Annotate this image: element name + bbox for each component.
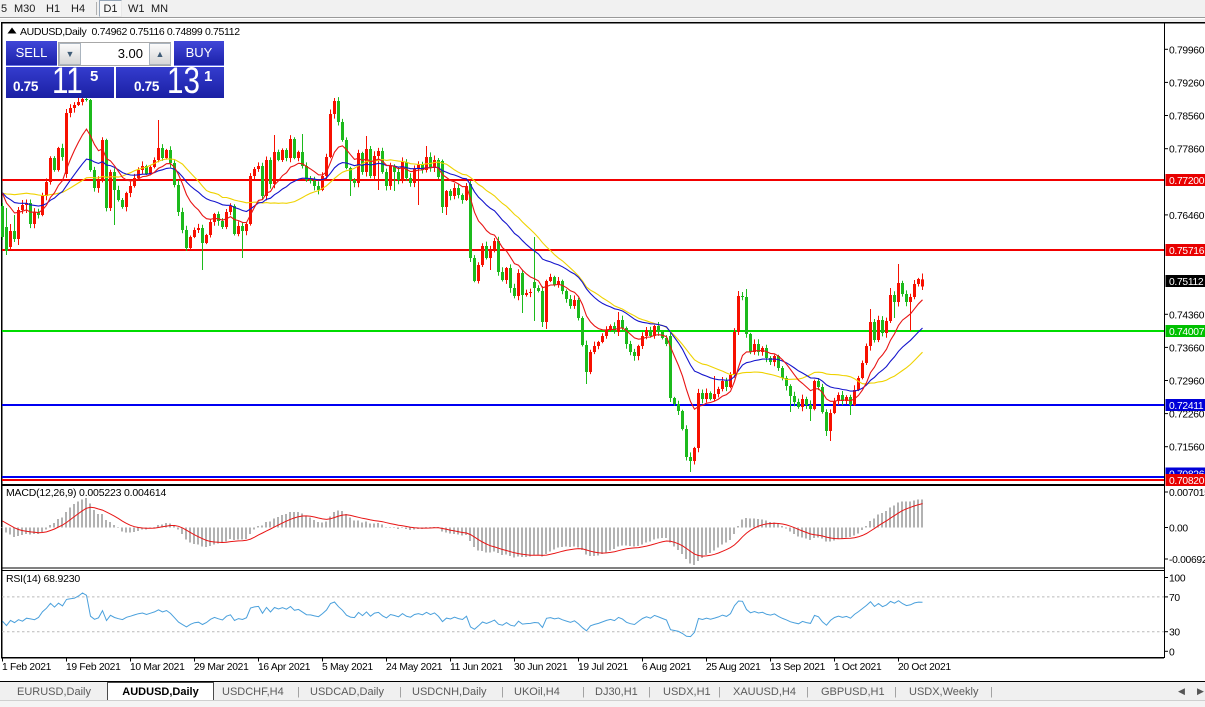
svg-text:0.74360: 0.74360 xyxy=(1169,310,1205,321)
svg-text:0.007015: 0.007015 xyxy=(1169,488,1205,499)
svg-text:0.79960: 0.79960 xyxy=(1169,45,1205,56)
svg-text:16 Apr 2021: 16 Apr 2021 xyxy=(258,662,311,673)
svg-text:0.75716: 0.75716 xyxy=(1169,246,1205,257)
svg-text:0.75112: 0.75112 xyxy=(1169,277,1204,288)
svg-text:MACD(12,26,9) 0.005223 0.00461: MACD(12,26,9) 0.005223 0.004614 xyxy=(6,487,167,499)
svg-text:0.70820: 0.70820 xyxy=(1169,476,1205,487)
svg-text:-0.00692: -0.00692 xyxy=(1169,555,1205,566)
svg-text:0.79260: 0.79260 xyxy=(1169,78,1205,89)
svg-text:1 Oct 2021: 1 Oct 2021 xyxy=(834,662,882,673)
svg-text:20 Oct 2021: 20 Oct 2021 xyxy=(898,662,951,673)
svg-text:25 Aug 2021: 25 Aug 2021 xyxy=(706,662,761,673)
svg-text:0: 0 xyxy=(1169,647,1175,658)
svg-text:0.72411: 0.72411 xyxy=(1169,401,1204,412)
svg-text:1 Feb 2021: 1 Feb 2021 xyxy=(2,662,52,673)
svg-text:0.73660: 0.73660 xyxy=(1169,343,1205,354)
svg-text:0.71560: 0.71560 xyxy=(1169,443,1205,454)
svg-text:0.77860: 0.77860 xyxy=(1169,145,1205,156)
svg-text:29 Mar 2021: 29 Mar 2021 xyxy=(194,662,249,673)
svg-text:24 May 2021: 24 May 2021 xyxy=(386,662,443,673)
svg-text:0.74007: 0.74007 xyxy=(1169,327,1205,338)
svg-text:100: 100 xyxy=(1169,574,1186,585)
svg-text:11 Jun 2021: 11 Jun 2021 xyxy=(450,662,503,673)
svg-text:0.72960: 0.72960 xyxy=(1169,377,1205,388)
svg-text:RSI(14) 68.9230: RSI(14) 68.9230 xyxy=(6,573,80,585)
svg-text:0.78560: 0.78560 xyxy=(1169,112,1205,123)
svg-text:6 Aug 2021: 6 Aug 2021 xyxy=(642,662,692,673)
svg-text:19 Feb 2021: 19 Feb 2021 xyxy=(66,662,121,673)
svg-text:13 Sep 2021: 13 Sep 2021 xyxy=(770,662,826,673)
svg-text:10 Mar 2021: 10 Mar 2021 xyxy=(130,662,185,673)
svg-text:0.76460: 0.76460 xyxy=(1169,211,1205,222)
svg-text:0.72260: 0.72260 xyxy=(1169,410,1205,421)
svg-text:0.77200: 0.77200 xyxy=(1169,176,1205,187)
svg-text:0.00: 0.00 xyxy=(1169,524,1188,535)
svg-text:AUDUSD,Daily 0.74962 0.75116: AUDUSD,Daily 0.74962 0.75116 0.74899 0.7… xyxy=(20,26,240,38)
svg-text:30 Jun 2021: 30 Jun 2021 xyxy=(514,662,568,673)
svg-text:19 Jul 2021: 19 Jul 2021 xyxy=(578,662,629,673)
svg-text:5 May 2021: 5 May 2021 xyxy=(322,662,373,673)
svg-text:30: 30 xyxy=(1169,628,1180,639)
svg-text:70: 70 xyxy=(1169,593,1180,604)
